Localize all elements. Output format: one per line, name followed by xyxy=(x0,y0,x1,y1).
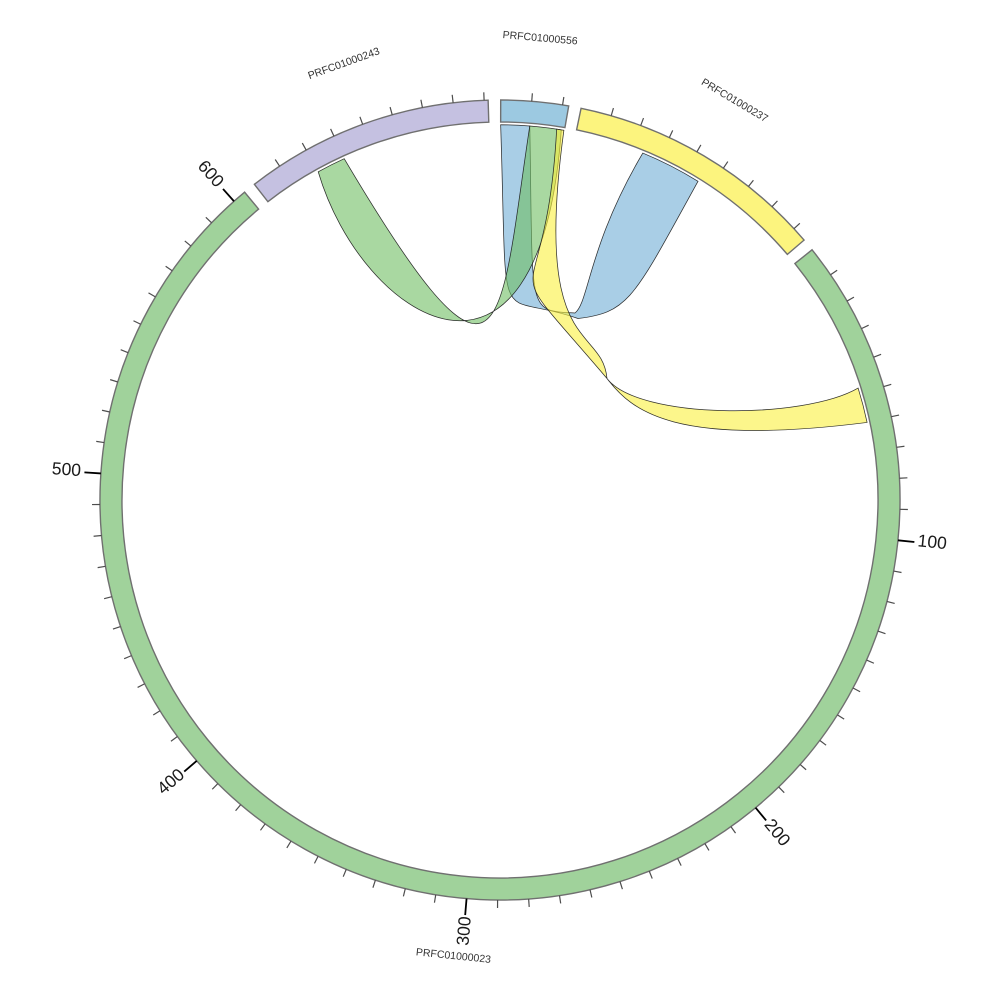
svg-text:100: 100 xyxy=(917,530,948,553)
svg-text:300: 300 xyxy=(452,915,474,946)
svg-text:500: 500 xyxy=(51,458,82,480)
